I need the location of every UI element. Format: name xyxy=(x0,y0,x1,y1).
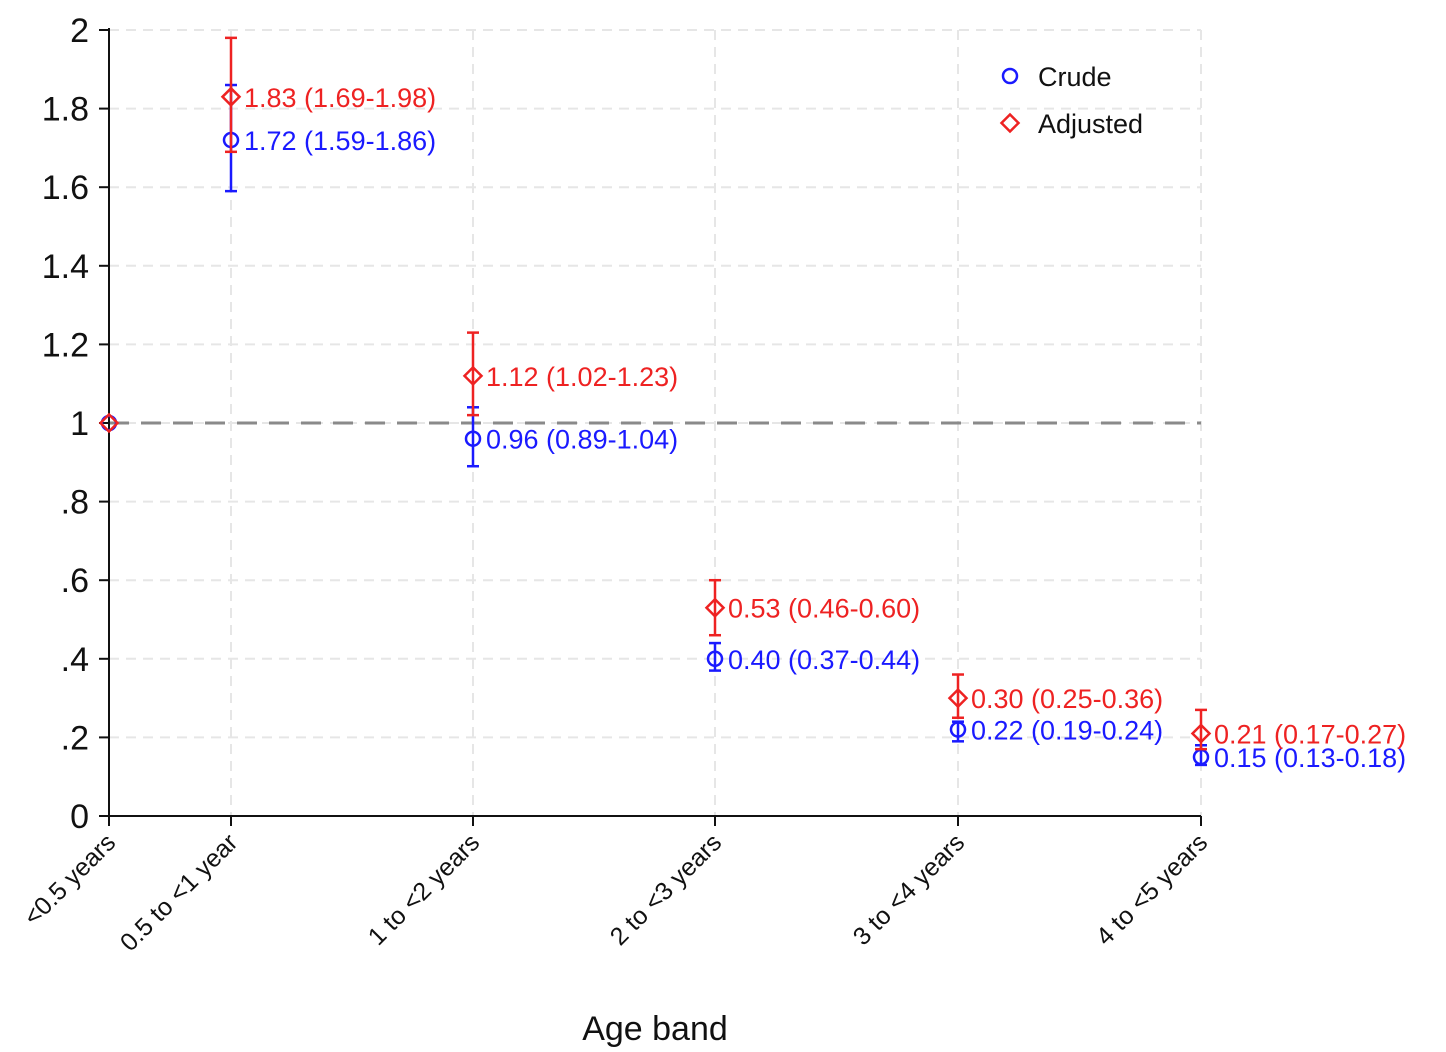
y-tick-label: 1.4 xyxy=(42,248,89,286)
crude-data-label: 0.40 (0.37-0.44) xyxy=(728,645,920,675)
crude-point xyxy=(464,430,482,447)
crude-legend-label: Crude xyxy=(1038,62,1112,92)
adjusted-point xyxy=(220,86,242,108)
crude-point xyxy=(706,650,724,668)
y-tick-label: .2 xyxy=(61,719,89,757)
crude-point xyxy=(949,721,967,738)
x-axis-title: Age band xyxy=(582,1010,728,1048)
x-tick-label: 4 to <5 years xyxy=(1091,828,1213,950)
adjusted-data-label: 1.12 (1.02-1.23) xyxy=(486,362,678,392)
adjusted-data-label: 0.53 (0.46-0.60) xyxy=(728,594,920,624)
adjusted-point xyxy=(98,412,120,434)
adjusted-legend-label: Adjusted xyxy=(1038,109,1143,139)
adjusted-data-label: 0.21 (0.17-0.27) xyxy=(1214,719,1406,749)
adjusted-legend-marker xyxy=(999,112,1021,134)
adjusted-point xyxy=(462,365,484,387)
y-tick-label: 1.6 xyxy=(42,169,89,207)
y-tick-label: 2 xyxy=(70,12,89,50)
crude-data-label: 0.22 (0.19-0.24) xyxy=(971,716,1163,746)
legend: Crude Adjusted xyxy=(999,62,1143,139)
y-tick-label: 1.2 xyxy=(42,326,89,364)
adjusted-point xyxy=(704,597,726,618)
y-tick-label: .6 xyxy=(61,562,89,600)
adjusted-point xyxy=(947,687,969,709)
x-tick-label: 1 to <2 years xyxy=(363,828,485,950)
x-tick-label: 2 to <3 years xyxy=(605,828,727,950)
y-tick-label: 1 xyxy=(70,405,89,443)
adjusted-data-label: 0.30 (0.25-0.36) xyxy=(971,684,1163,714)
crude-legend-marker xyxy=(1001,67,1019,85)
crude-data-label: 1.72 (1.59-1.86) xyxy=(244,126,436,156)
y-tick-label: .8 xyxy=(61,484,89,522)
adjusted-point xyxy=(1190,723,1212,744)
x-tick-label: 3 to <4 years xyxy=(848,828,970,950)
y-tick-label: 1.8 xyxy=(42,91,89,129)
crude-data-label: 0.96 (0.89-1.04) xyxy=(486,425,678,455)
adjusted-data-label: 1.83 (1.69-1.98) xyxy=(244,83,436,113)
crude-data-label: 0.15 (0.13-0.18) xyxy=(1214,743,1406,773)
y-tick-label: 0 xyxy=(70,798,89,836)
x-tick-label: <0.5 years xyxy=(18,828,121,931)
plot-area: 1.72 (1.59-1.86) 0.96 (0.89-1.04) 0.40 (0.… xyxy=(98,36,1406,773)
y-tick-label: .4 xyxy=(61,641,89,679)
x-tick-label: 0.5 to <1 year xyxy=(115,828,243,956)
